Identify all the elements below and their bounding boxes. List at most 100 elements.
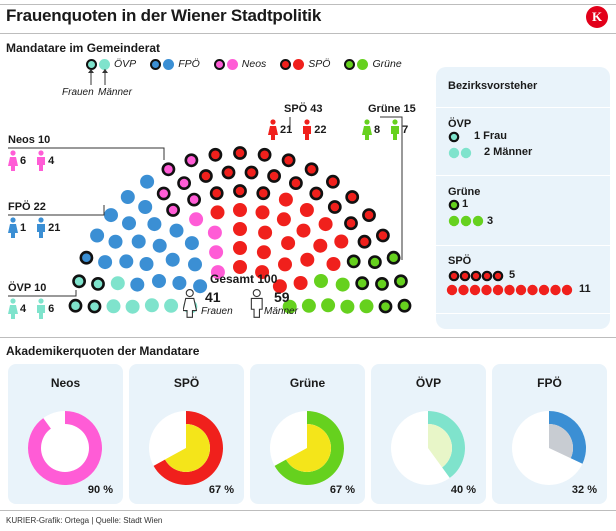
card-label: Grüne xyxy=(289,376,326,390)
donut-chart xyxy=(149,411,223,485)
legend-men-dot xyxy=(226,58,238,70)
seat-spö-frau xyxy=(244,165,259,180)
footer-source: KURIER-Grafik: Ortega | Quelle: Stadt Wi… xyxy=(6,516,163,525)
seat-grüne-frau xyxy=(367,255,382,269)
seat-grüne-mann xyxy=(282,299,297,314)
seat-grüne-frau xyxy=(393,274,408,289)
seat-spö-mann xyxy=(233,260,247,274)
total-women: 41 xyxy=(205,289,221,305)
donut-inner-slice xyxy=(285,424,331,472)
bezirk-dot-mann xyxy=(469,284,481,296)
seat-fpö-mann xyxy=(98,255,113,270)
kurier-logo: K xyxy=(586,6,608,28)
woman-icon xyxy=(268,119,278,140)
seat-neos-frau xyxy=(184,153,199,168)
seat-grüne-frau xyxy=(375,276,389,291)
seat-spö-mann xyxy=(278,257,292,272)
bezirk-dot-frau xyxy=(470,270,482,282)
seat-spö-frau xyxy=(198,169,213,183)
seat-spö-mann xyxy=(233,222,247,236)
seat-fpö-mann xyxy=(104,208,118,223)
seat-övp-mann xyxy=(144,298,159,313)
bezirk-dot-mann xyxy=(446,284,458,296)
legend-item-fpö: FPÖ xyxy=(150,58,200,70)
bezirk-dot-mann xyxy=(538,284,550,296)
legend-frauen: Frauen xyxy=(62,87,94,98)
bezirk-dot-mann xyxy=(515,284,527,296)
bezirk-dot-mann xyxy=(492,284,504,296)
seat-spö-mann xyxy=(255,205,270,220)
count-women: 8 xyxy=(374,124,381,136)
legend-men-dot xyxy=(357,58,369,70)
count-men: 7 xyxy=(402,124,409,136)
bezirk-dot-mann xyxy=(550,284,561,296)
bezirk-dot-frau xyxy=(448,131,460,143)
seat-spö-frau xyxy=(221,165,236,180)
legend-maenner: Männer xyxy=(98,87,132,98)
seat-spö-frau xyxy=(233,146,247,160)
legend-item-övp: ÖVP xyxy=(86,58,136,70)
woman-icon xyxy=(8,298,18,319)
seat-spö-mann xyxy=(300,252,315,267)
label-gruene: Grüne 15 xyxy=(368,103,416,115)
akademiker-card-neos: Neos 90 % xyxy=(8,364,123,504)
seat-neos-mann xyxy=(207,225,222,240)
seat-spö-mann xyxy=(233,241,247,255)
seat-grüne-frau xyxy=(346,254,361,269)
akademiker-card-övp: ÖVP 40 % xyxy=(371,364,486,504)
legend-item-grüne: Grüne xyxy=(344,58,402,70)
card-percent: 67 % xyxy=(329,484,355,496)
seat-spö-frau xyxy=(267,169,281,183)
seat-grüne-mann xyxy=(321,298,336,313)
man-total-icon xyxy=(250,289,264,324)
seat-spö-frau xyxy=(345,190,360,204)
legend-label: Grüne xyxy=(372,58,402,70)
count-women: 6 xyxy=(20,155,27,167)
bezirk-dot-frau xyxy=(492,270,504,282)
bezirk-oevp-women: 1 Frau xyxy=(474,130,508,142)
seat-spö-mann xyxy=(233,203,247,217)
seat-spö-frau xyxy=(209,186,224,201)
man-icon xyxy=(37,150,46,171)
bezirk-dot-frau xyxy=(481,270,493,282)
seat-spö-mann xyxy=(256,245,271,260)
label-spoe: SPÖ 43 xyxy=(284,103,323,115)
bezirk-dot-mann xyxy=(472,215,484,227)
bezirk-dot-mann xyxy=(458,284,469,296)
legend-item-spö: SPÖ xyxy=(280,58,330,70)
seat-neos-mann xyxy=(209,245,224,260)
seat-övp-mann xyxy=(110,276,125,291)
seat-fpö-mann xyxy=(152,274,166,288)
seat-spö-mann xyxy=(318,217,333,232)
card-percent: 90 % xyxy=(87,484,113,496)
seat-fpö-mann xyxy=(184,236,199,251)
legend-women-dot xyxy=(344,58,356,70)
seat-övp-mann xyxy=(125,299,140,314)
donut-chart xyxy=(270,411,344,485)
bezirk-dot-frau xyxy=(448,270,460,282)
bezirk-spoe-women: 5 xyxy=(509,269,516,281)
label-neos: Neos 10 xyxy=(8,134,51,146)
seat-fpö-mann xyxy=(119,254,134,269)
seat-grüne-mann xyxy=(335,277,350,292)
seat-övp-frau xyxy=(87,299,102,314)
total-men-label: Männer xyxy=(264,306,298,317)
legend-women-dot xyxy=(213,58,225,70)
section-title-gemeinderat: Mandatare im Gemeinderat xyxy=(6,41,161,55)
card-percent: 32 % xyxy=(571,484,597,496)
count-women: 4 xyxy=(20,303,27,315)
bezirk-party-oevp: ÖVP xyxy=(448,118,472,130)
seat-neos-frau xyxy=(177,176,191,190)
seat-spö-mann xyxy=(326,257,341,271)
count-men: 4 xyxy=(48,155,55,167)
seat-grüne-mann xyxy=(340,299,355,314)
akademiker-card-grüne: Grüne 67 % xyxy=(250,364,365,504)
total-women-label: Frauen xyxy=(201,306,233,317)
legend-label: Neos xyxy=(241,58,267,70)
seat-övp-frau xyxy=(72,274,86,289)
seat-fpö-mann xyxy=(138,200,153,214)
seat-övp-frau xyxy=(91,276,105,291)
counts-fpö: 1 21 xyxy=(8,217,60,239)
